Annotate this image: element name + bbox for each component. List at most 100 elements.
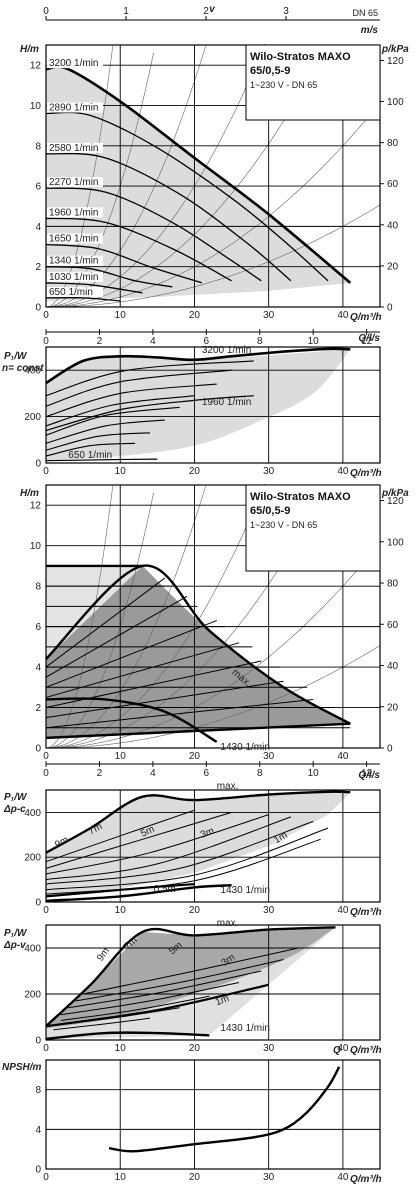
p-dpc-ls-tick-label: 0 xyxy=(43,768,49,779)
h-dp-x-tick-label: 20 xyxy=(189,751,201,762)
title-box-2 xyxy=(245,484,381,572)
mode-curve xyxy=(45,697,218,743)
dpv-max-label: max. xyxy=(217,918,239,929)
speed-label: 1960 1/min xyxy=(49,207,98,218)
dpc-power-curve xyxy=(45,809,195,863)
dpv-power-area xyxy=(46,927,336,1029)
dpv-power-curve xyxy=(82,947,299,995)
speed-label: 2890 1/min xyxy=(49,103,98,114)
speed-label-bg xyxy=(47,255,103,266)
h-n-system-curve xyxy=(46,204,381,308)
p-n-frame xyxy=(45,346,381,464)
h-dp-x-tick-label: 10 xyxy=(115,751,127,762)
h-dp-y-tick-label: 8 xyxy=(35,582,41,593)
dpc-power-bound xyxy=(45,790,351,854)
q-axis-label-6: Q/m³/h xyxy=(350,1174,382,1185)
speed-label-bg xyxy=(47,102,103,113)
dpc-power-curve xyxy=(45,811,232,869)
dpc-1430-label: 1430 1/min xyxy=(220,885,269,896)
h-dp-system-curve xyxy=(46,543,381,749)
n-const-label: n= const xyxy=(2,363,44,374)
p-n-x-tick-label: 0 xyxy=(43,466,49,477)
dpc-5m-label: 5m xyxy=(139,824,156,840)
h-dp-x-tick-label: 30 xyxy=(263,751,275,762)
dpc-power-curve xyxy=(45,814,269,875)
dpv-1430-label: 1430 1/min xyxy=(220,1023,269,1034)
velocity-tick-label: 2 xyxy=(203,6,209,17)
dpc-power-curve xyxy=(45,827,329,891)
dpc-power-curve xyxy=(45,820,314,885)
dpc-label: Δp-c xyxy=(3,804,26,815)
speed-label-bg xyxy=(47,58,103,69)
speed-label: 1340 1/min xyxy=(49,256,98,267)
power-speed-curve xyxy=(45,442,136,457)
min-head-line xyxy=(45,722,351,740)
p-dpc-ls-tick-label: 2 xyxy=(97,768,103,779)
npsh-axis-label: NPSH/m xyxy=(2,1062,42,1073)
p-n-x-tick-label: 40 xyxy=(337,466,349,477)
h-dp-x-tick-label: 40 xyxy=(337,751,349,762)
p1-axis-label: P₁/W xyxy=(4,351,28,362)
power-label-mid: 1960 1/min xyxy=(202,397,251,408)
h-n-right-tick-label: 40 xyxy=(387,220,399,231)
h-n-y-tick-label: 12 xyxy=(30,61,42,72)
h-n-x-tick-label: 30 xyxy=(263,310,275,321)
h-dp-system-curve xyxy=(45,492,154,749)
speed-label: 2270 1/min xyxy=(49,177,98,188)
h-n-right-tick-label: 120 xyxy=(387,56,404,67)
dpv-power-curve xyxy=(53,1017,150,1031)
speed-label-bg xyxy=(47,177,103,188)
h-n-ls-tick-label: 8 xyxy=(257,336,263,347)
power-curve xyxy=(45,395,254,432)
h-dp-right-tick-label: 60 xyxy=(387,620,399,631)
h-n-y-tick-label: 10 xyxy=(30,101,42,112)
dpc-3m-label: 3m xyxy=(199,826,216,841)
h-dp-y-tick-label: 6 xyxy=(35,622,41,633)
h-n-system-curve xyxy=(45,46,206,308)
q-axis-label-2: Q/m³/h xyxy=(350,468,382,479)
velocity-tick-label: 3 xyxy=(283,6,289,17)
p-dpc-x-tick-label: 0 xyxy=(43,905,49,916)
q-ls-axis-label-2: Q/l/s xyxy=(358,770,380,781)
p1-axis-label-3: P₁/W xyxy=(4,928,28,939)
h-axis-label: H/m xyxy=(20,44,39,55)
speed-curve xyxy=(45,266,173,288)
h-dp-y-tick-label: 4 xyxy=(35,663,41,674)
p1-axis-label-2: P₁/W xyxy=(4,792,28,803)
h-n-x-tick-label: 0 xyxy=(43,310,49,321)
p-dpv-x-tick-label: 40 xyxy=(337,1043,349,1054)
p-n-x-tick-label: 20 xyxy=(189,466,201,477)
q-axis-label-4: Q/m³/h xyxy=(350,907,382,918)
mode-curve xyxy=(45,564,351,725)
p-dpc-y-tick-label: 400 xyxy=(24,808,41,819)
p-dpc-ls-tick-label: 6 xyxy=(204,768,210,779)
npsh-x-tick-label: 20 xyxy=(189,1172,201,1183)
p-dpc-ls-tick-label: 10 xyxy=(308,768,320,779)
pump-subtitle: 1~230 V - DN 65 xyxy=(250,80,317,90)
dpv-power-bound xyxy=(45,1031,210,1040)
h-n-right-tick-label: 0 xyxy=(387,303,393,314)
p-dpc-x-tick-label: 10 xyxy=(115,905,127,916)
dpv-line xyxy=(45,595,188,678)
pump-subtitle-2: 1~230 V - DN 65 xyxy=(250,520,317,530)
power-curve xyxy=(45,458,158,462)
p-dpv-x-tick-label: 30 xyxy=(263,1043,275,1054)
npsh-x-tick-label: 0 xyxy=(43,1172,49,1183)
dpv-range-area xyxy=(46,565,351,738)
dpv-power-curve xyxy=(60,995,210,1021)
p-dpv-y-tick-label: 200 xyxy=(24,990,41,1001)
h-n-y-tick-label: 0 xyxy=(35,303,41,314)
speed-curve xyxy=(45,297,121,302)
power-speed-curve xyxy=(45,432,150,451)
dpv-line xyxy=(45,620,217,688)
npsh-curve xyxy=(108,1066,341,1153)
p-dpc-y-tick-label: 0 xyxy=(35,898,41,909)
power-speed-curve xyxy=(45,395,195,427)
h-dp-right-tick-label: 100 xyxy=(387,537,404,548)
dpv-power-curve xyxy=(75,959,284,1002)
npsh-x-tick-label: 30 xyxy=(263,1172,275,1183)
speed-curve xyxy=(45,187,262,282)
velocity-tick-label: 0 xyxy=(43,6,49,17)
q-axis-label-5a: Q xyxy=(333,1045,341,1056)
